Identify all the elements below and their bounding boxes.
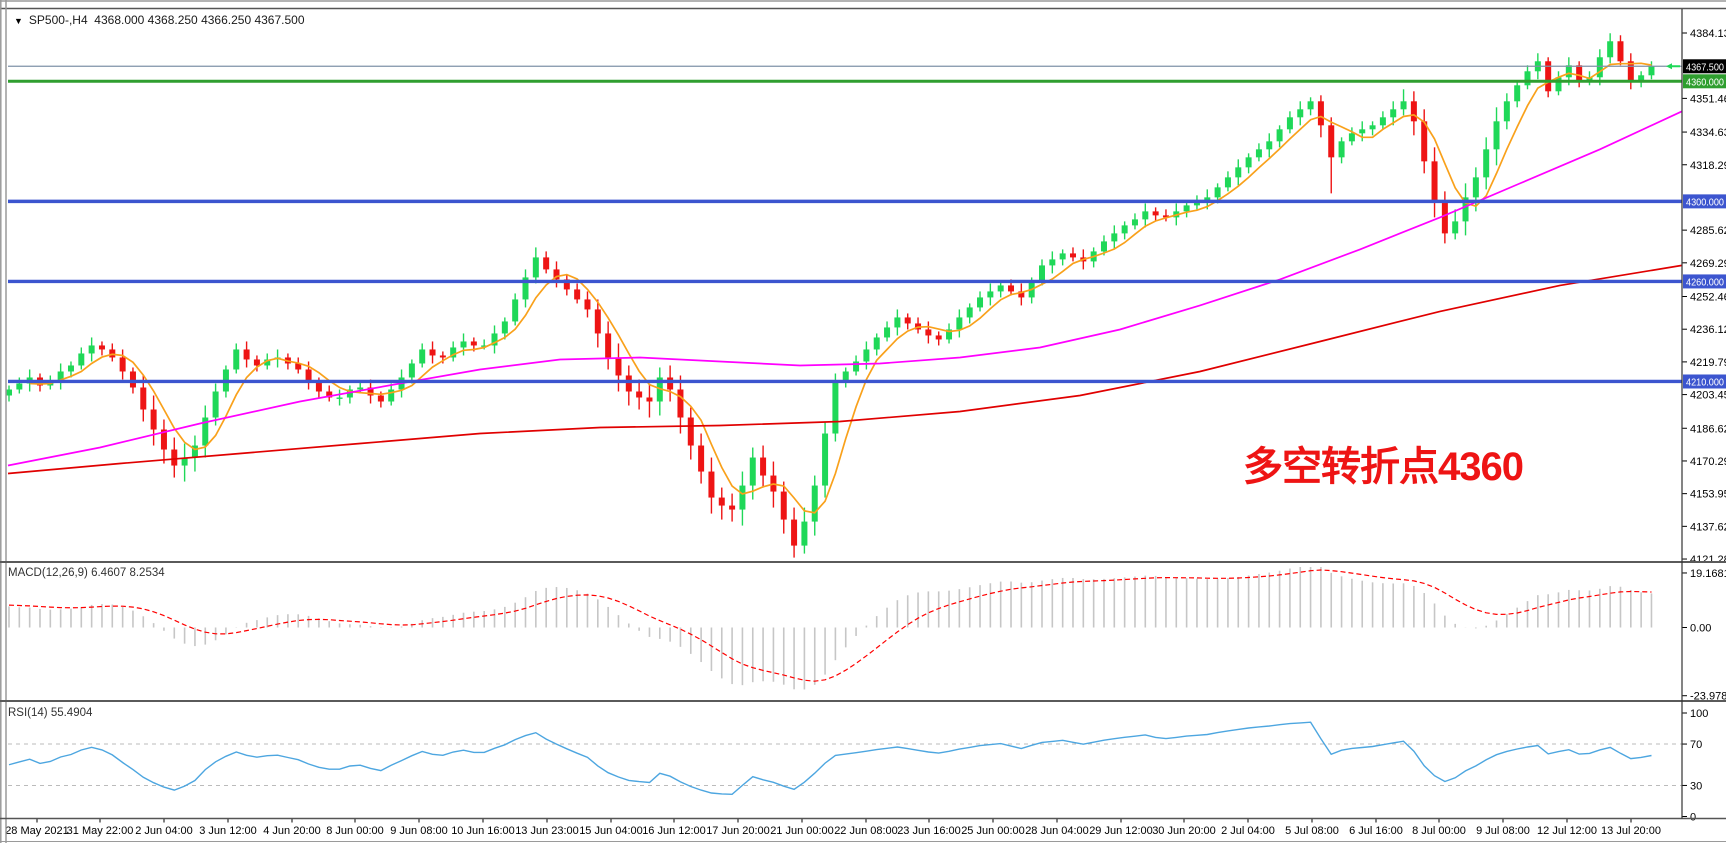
time-tick-label: 6 Jul 16:00 (1349, 825, 1403, 837)
price-box-label: 4300.000 (1686, 196, 1724, 208)
price-tick-label: 4219.790 (1690, 357, 1726, 369)
time-tick-label: 29 Jun 12:00 (1089, 825, 1153, 837)
price-tick-label: 4334.630 (1690, 127, 1726, 139)
horizontal-level-lines[interactable]: 4367.500 4360.000 4300.000 4260.000 4210.000 (8, 59, 1726, 389)
time-tick-label: 13 Jun 23:00 (515, 825, 579, 837)
time-tick-label: 2 Jun 04:00 (135, 825, 193, 837)
price-tick-label: 4203.455 (1690, 390, 1726, 402)
price-axis[interactable]: 4384.130 4351.460 4334.630 4318.295 4285.625… (1682, 28, 1726, 566)
time-tick-label: 23 Jun 16:00 (897, 825, 961, 837)
rsi-tick-label: 100 (1690, 708, 1708, 720)
macd-indicator-label: MACD(12,26,9) 6.4607 8.2534 (8, 567, 165, 579)
symbol-period-label: SP500-,H4 (28, 13, 88, 27)
price-tick-label: 4384.130 (1690, 28, 1726, 40)
rsi-indicator-label: RSI(14) 55.4904 (8, 707, 93, 719)
price-box-4367.500 (1683, 59, 1726, 74)
price-tick-label: 4236.125 (1690, 324, 1726, 336)
price-tick-label: 4153.955 (1690, 489, 1726, 501)
price-box-label: 4260.000 (1686, 276, 1724, 288)
ohlc-readout: 4368.000 4368.250 4366.250 4367.500 (94, 13, 305, 27)
ma-mid-line (7, 110, 1683, 467)
time-tick-label: 2 Jul 04:00 (1221, 825, 1275, 837)
time-tick-label: 28 May 2021 (5, 825, 69, 837)
price-box-label: 4367.500 (1686, 61, 1724, 73)
text-annotation[interactable]: 多空转折点4360 (1243, 445, 1524, 489)
rsi-line (8, 721, 1652, 796)
price-tick-label: 4121.285 (1690, 554, 1726, 566)
rsi-tick-label: 0 (1690, 812, 1696, 824)
rsi-tick-label: 70 (1690, 739, 1702, 751)
time-tick-label: 12 Jul 12:00 (1537, 825, 1597, 837)
time-tick-label: 9 Jul 08:00 (1476, 825, 1530, 837)
price-tick-label: 4318.295 (1690, 160, 1726, 172)
price-box-4300.000 (1683, 194, 1726, 209)
price-box-label: 4210.000 (1686, 376, 1724, 388)
symbol-header: ▼ SP500-,H4 4368.000 4368.250 4366.250 43… (14, 13, 305, 27)
time-tick-label: 15 Jun 04:00 (579, 825, 643, 837)
time-tick-label: 13 Jul 20:00 (1601, 825, 1661, 837)
price-tick-label: 4269.290 (1690, 258, 1726, 270)
price-tick-label: 4351.460 (1690, 93, 1726, 105)
time-tick-label: 5 Jul 08:00 (1285, 825, 1339, 837)
price-tick-label: 4137.620 (1690, 521, 1726, 533)
symbol-dropdown-icon[interactable]: ▼ (14, 16, 23, 26)
time-tick-label: 17 Jun 20:00 (706, 825, 770, 837)
price-tick-label: 4252.460 (1690, 292, 1726, 304)
macd-signal-line (8, 569, 1652, 682)
macd-histogram (8, 567, 1653, 690)
price-tick-label: 4186.625 (1690, 423, 1726, 435)
time-tick-label: 21 Jun 00:00 (770, 825, 834, 837)
time-tick-label: 30 Jun 20:00 (1152, 825, 1216, 837)
time-tick-label: 4 Jun 20:00 (263, 825, 321, 837)
price-box-4360.000 (1683, 74, 1726, 89)
time-tick-label: 8 Jun 00:00 (326, 825, 384, 837)
ma-slow-line (7, 264, 1683, 475)
time-tick-label: 3 Jun 12:00 (199, 825, 257, 837)
last-price-marker (1666, 63, 1680, 70)
time-tick-label: 31 May 22:00 (67, 825, 134, 837)
time-tick-label: 25 Jun 00:00 (961, 825, 1025, 837)
time-tick-label: 8 Jul 00:00 (1412, 825, 1466, 837)
macd-tick-label: 0.00 (1690, 623, 1711, 635)
price-tick-label: 4285.625 (1690, 225, 1726, 237)
price-tick-label: 4170.290 (1690, 456, 1726, 468)
price-box-label: 4360.000 (1686, 76, 1724, 88)
price-box-4260.000 (1683, 274, 1726, 289)
rsi-axis[interactable]: 100 70 30 0 (1682, 708, 1708, 824)
time-tick-label: 16 Jun 12:00 (642, 825, 706, 837)
time-tick-label: 9 Jun 08:00 (390, 825, 448, 837)
macd-tick-label: 19.1681 (1690, 568, 1726, 580)
time-tick-label: 22 Jun 08:00 (834, 825, 898, 837)
rsi-tick-label: 30 (1690, 780, 1702, 792)
price-box-4210.000 (1683, 374, 1726, 389)
ma-fast-line (29, 62, 1652, 514)
time-tick-label: 28 Jun 04:00 (1025, 825, 1089, 837)
time-tick-label: 10 Jun 16:00 (451, 825, 515, 837)
